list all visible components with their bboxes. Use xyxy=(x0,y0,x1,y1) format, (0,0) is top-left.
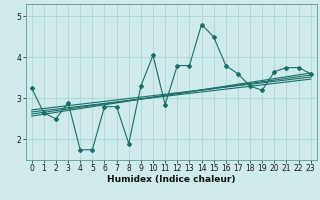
X-axis label: Humidex (Indice chaleur): Humidex (Indice chaleur) xyxy=(107,175,236,184)
